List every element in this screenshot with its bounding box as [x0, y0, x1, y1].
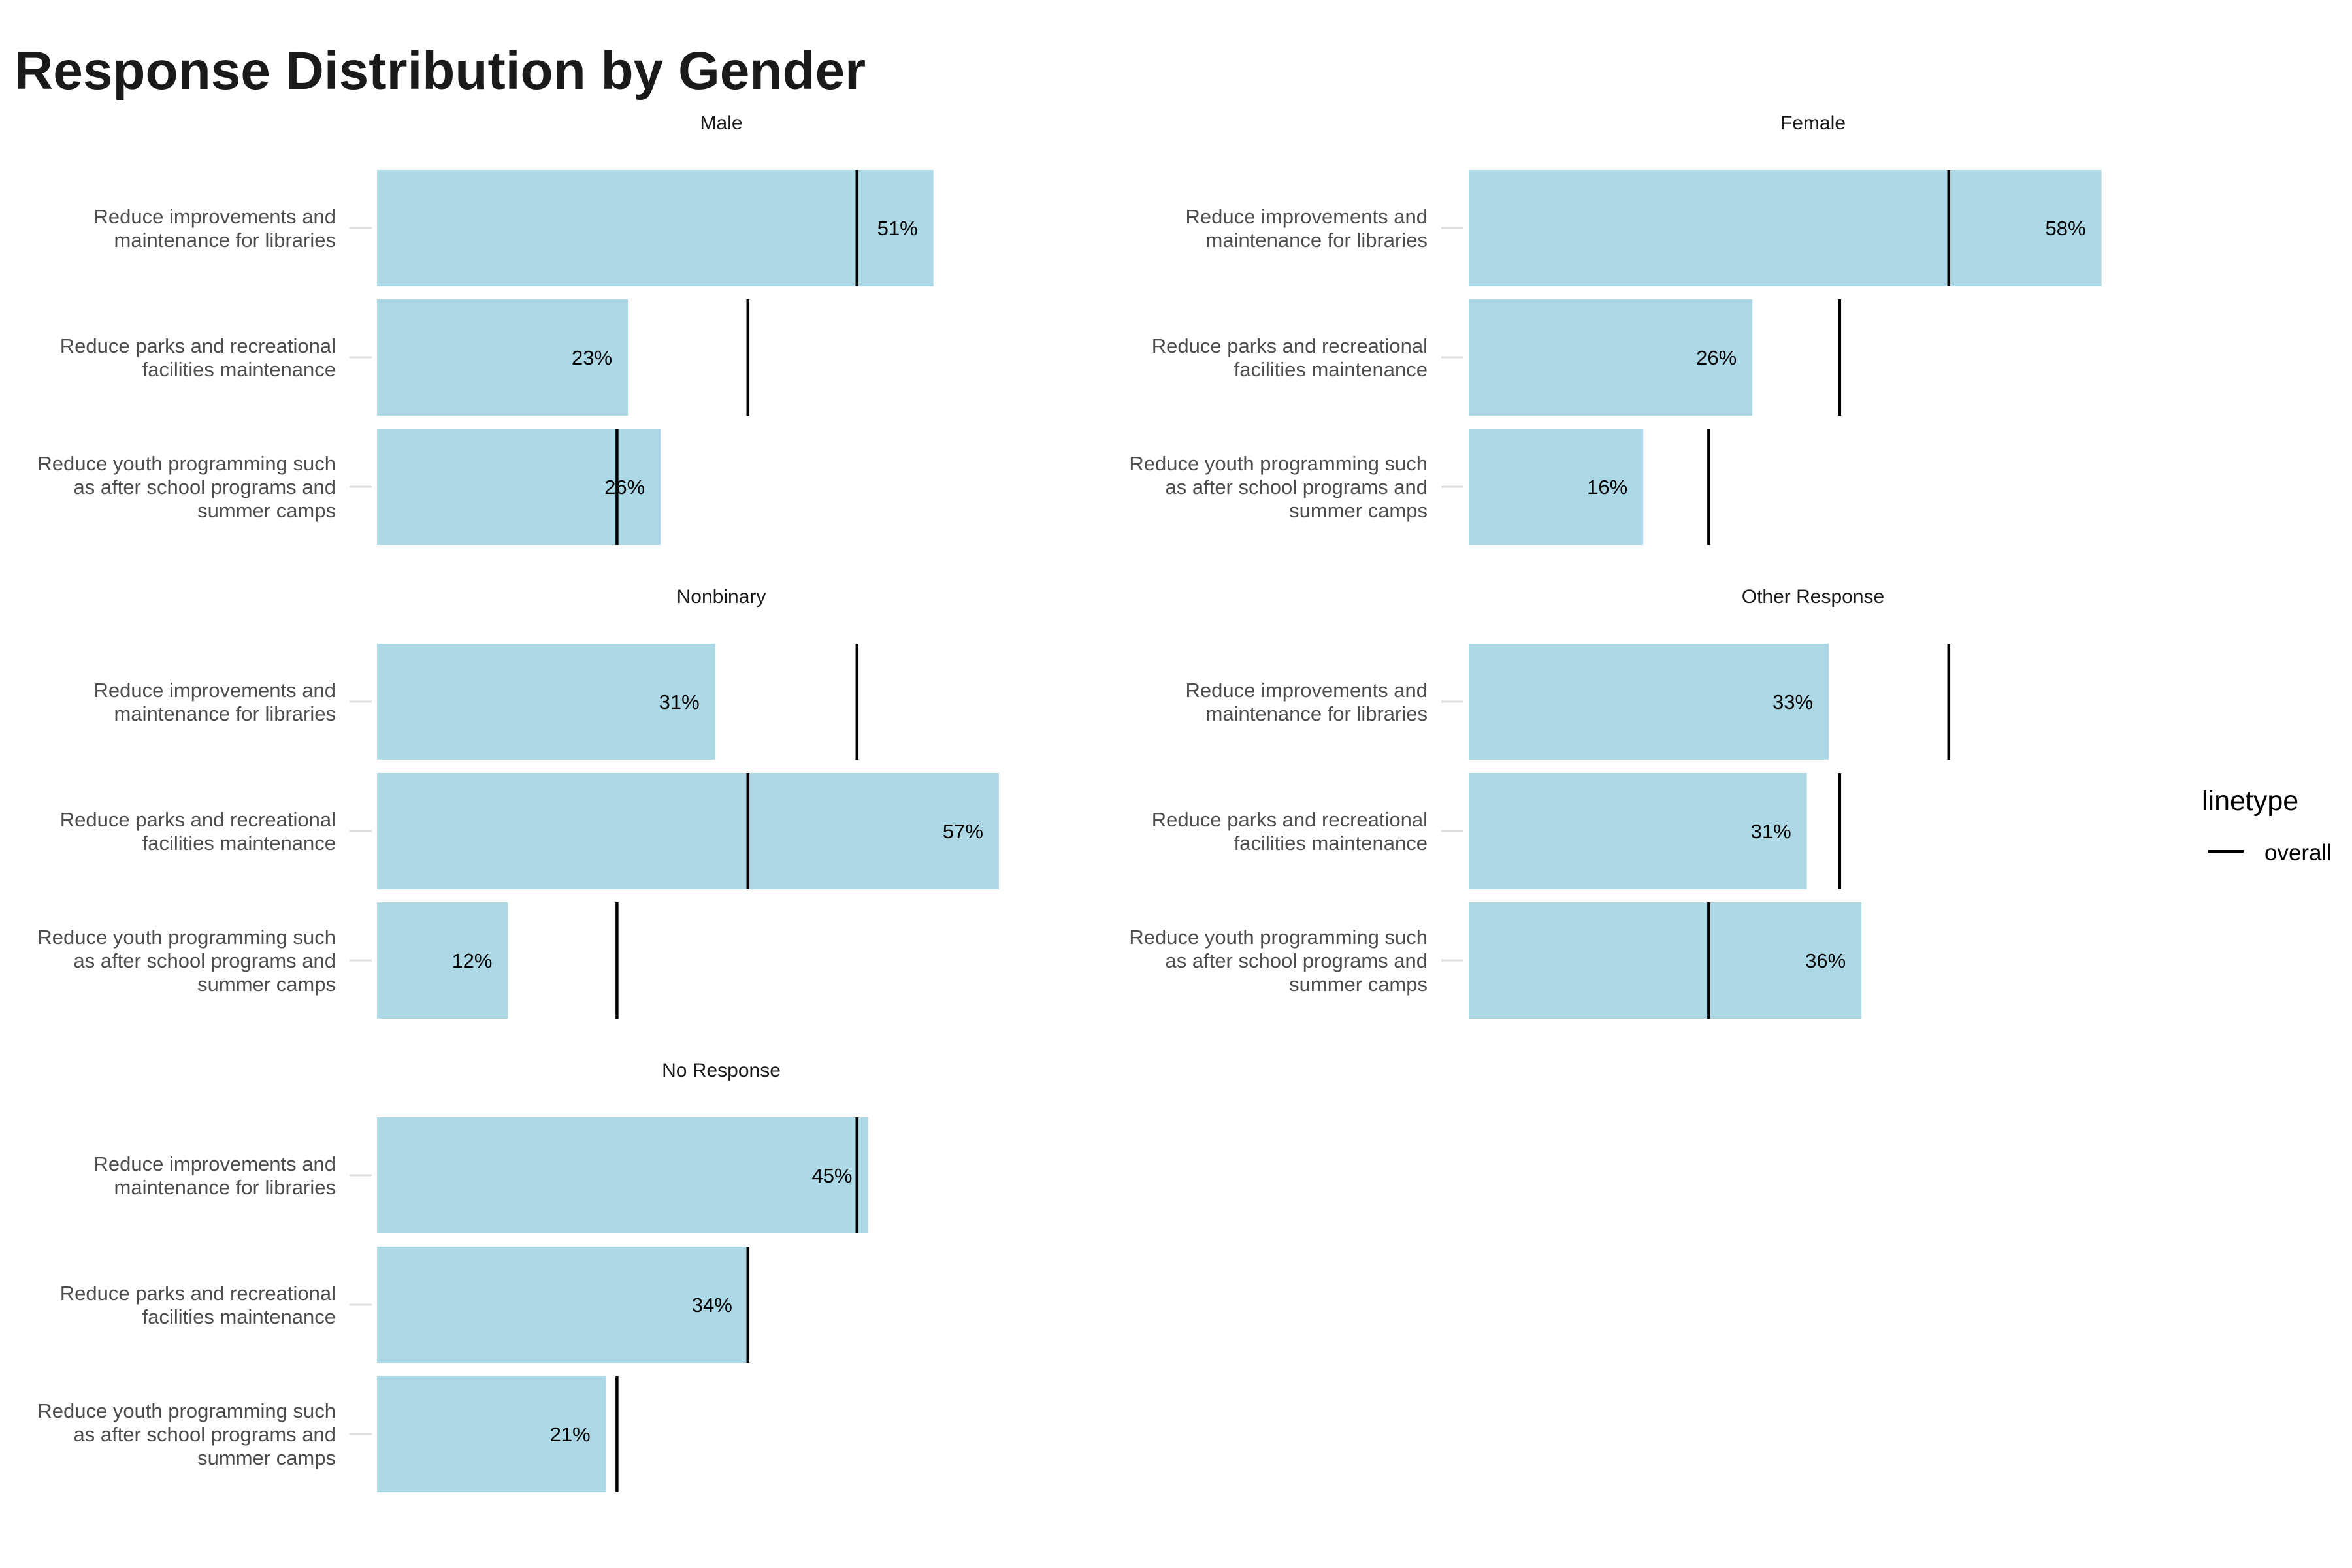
bar — [1469, 902, 1862, 1019]
bar — [377, 1376, 606, 1492]
bar-value-label: 34% — [692, 1294, 732, 1316]
category-label: Reduce improvements and maintenance for l… — [1186, 679, 1428, 725]
bar-value-label: 26% — [604, 476, 645, 498]
category-label: Reduce youth programming such as after sc… — [1129, 452, 1428, 522]
bar — [377, 902, 508, 1019]
bar-value-label: 16% — [1587, 476, 1627, 498]
bar — [1469, 429, 1644, 545]
category-label: Reduce parks and recreational facilities … — [60, 808, 336, 855]
category-label: Reduce improvements and maintenance for l… — [94, 205, 336, 252]
bar — [1469, 170, 2102, 286]
bar-value-label: 26% — [1696, 346, 1737, 369]
bar-value-label: 58% — [2046, 217, 2086, 240]
bar-value-label: 36% — [1805, 949, 1846, 972]
facet-strip-label: No Response — [662, 1060, 781, 1081]
legend: linetype overall — [2202, 785, 2332, 866]
category-label: Reduce improvements and maintenance for l… — [94, 679, 336, 725]
category-label: Reduce parks and recreational facilities … — [1152, 808, 1428, 855]
bar-value-label: 23% — [572, 346, 612, 369]
facet-strip-label: Other Response — [1742, 586, 1884, 608]
facet-panel-other-response: Other Response Reduce improvements and mai… — [1129, 586, 1951, 1019]
bar — [377, 299, 629, 416]
legend-title: linetype — [2202, 785, 2298, 817]
bar-value-label: 21% — [550, 1423, 591, 1446]
bar-value-label: 33% — [1772, 691, 1813, 713]
bar — [377, 1117, 868, 1233]
facet-panel-no-response: No Response Reduce improvements and mainte… — [37, 1060, 868, 1492]
bar — [1469, 773, 1807, 889]
category-label: Reduce parks and recreational facilities … — [60, 335, 336, 381]
category-label: Reduce parks and recreational facilities … — [60, 1282, 336, 1328]
category-label: Reduce youth programming such as after sc… — [37, 1399, 336, 1469]
facet-strip-label: Male — [700, 112, 742, 134]
category-label: Reduce improvements and maintenance for l… — [94, 1152, 336, 1199]
bar-value-label: 31% — [659, 691, 700, 713]
category-label: Reduce parks and recreational facilities … — [1152, 335, 1428, 381]
facet-strip-label: Female — [1780, 112, 1846, 134]
legend-label-overall: overall — [2264, 840, 2332, 866]
bar — [377, 1247, 748, 1363]
bar-value-label: 31% — [1751, 820, 1791, 843]
bar — [377, 773, 999, 889]
bar-value-label: 51% — [877, 217, 918, 240]
category-label: Reduce youth programming such as after sc… — [37, 452, 336, 522]
facet-panel-nonbinary: Nonbinary Reduce improvements and maintena… — [37, 586, 999, 1019]
category-label: Reduce youth programming such as after sc… — [1129, 926, 1428, 996]
facet-panel-female: Female Reduce improvements and maintenance… — [1129, 112, 2102, 545]
bar-value-label: 45% — [811, 1164, 852, 1187]
facet-panel-male: Male Reduce improvements and maintenance f… — [37, 112, 934, 545]
bar — [377, 429, 661, 545]
chart-title: Response Distribution by Gender — [14, 41, 866, 101]
bar — [377, 644, 715, 760]
bar — [1469, 299, 1753, 416]
bar — [377, 170, 934, 286]
bar — [1469, 644, 1829, 760]
bar-value-label: 57% — [943, 820, 983, 843]
category-label: Reduce youth programming such as after sc… — [37, 926, 336, 996]
category-label: Reduce improvements and maintenance for l… — [1186, 205, 1428, 252]
facet-strip-label: Nonbinary — [677, 586, 766, 608]
bar-value-label: 12% — [451, 949, 492, 972]
facet-panels: Male Reduce improvements and maintenance f… — [37, 112, 2102, 1492]
